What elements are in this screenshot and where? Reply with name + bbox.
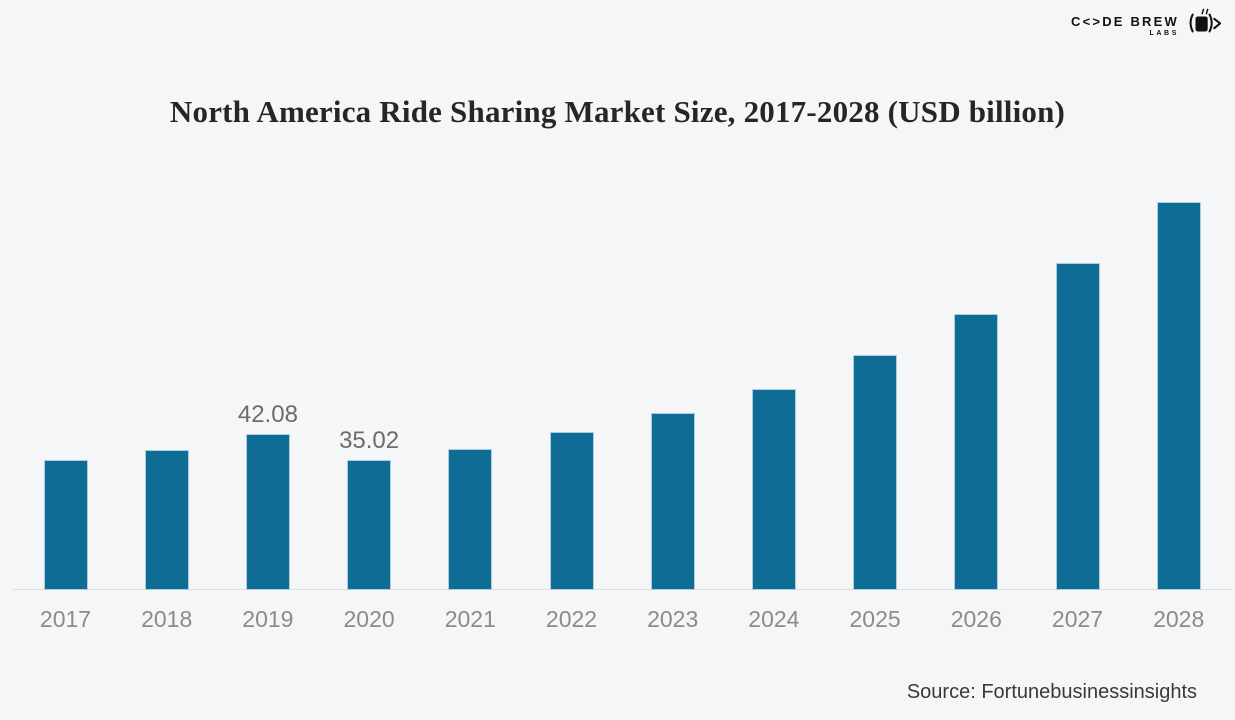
x-tick-2019: 2019 (242, 606, 294, 632)
x-tick-2026: 2026 (950, 606, 1002, 632)
bar-2026 (955, 315, 998, 589)
x-tick-2027: 2027 (1051, 606, 1104, 632)
source-attribution: Source: Fortunebusinessinsights (906, 681, 1197, 703)
bar-2019 (246, 435, 289, 589)
x-tick-2025: 2025 (849, 606, 901, 632)
bar-value-label-2019: 42.08 (237, 401, 298, 428)
x-tick-2022: 2022 (545, 606, 598, 632)
x-tick-2024: 2024 (748, 606, 800, 632)
chart-title: North America Ride Sharing Market Size, … (169, 94, 1066, 129)
code-brew-labs-logo: C<>DE BREW LABS (1071, 8, 1222, 43)
bar-2018 (145, 451, 188, 589)
bar-2021 (449, 450, 492, 589)
x-tick-2028: 2028 (1153, 606, 1205, 632)
bar-2022 (550, 433, 593, 589)
bar-2017 (44, 461, 87, 589)
bar-value-label-2020: 35.02 (339, 427, 400, 454)
bar-2028 (1157, 203, 1200, 589)
bar-2027 (1056, 264, 1099, 589)
logo-brand-text: C<>DE BREW (1071, 14, 1179, 29)
logo-wordmark: C<>DE BREW LABS (1071, 14, 1179, 37)
bar-2025 (854, 356, 897, 589)
x-tick-2023: 2023 (647, 606, 699, 632)
x-tick-2018: 2018 (141, 606, 193, 632)
logo-sub-text: LABS (1149, 30, 1179, 37)
x-tick-2021: 2021 (444, 606, 496, 632)
bar-2024 (752, 390, 795, 589)
bar-2023 (651, 414, 694, 589)
bar-2020 (348, 461, 391, 589)
x-tick-2017: 2017 (39, 606, 92, 632)
x-tick-2020: 2020 (343, 606, 395, 632)
code-brew-mug-icon (1184, 8, 1222, 43)
x-axis-line (13, 589, 1232, 590)
